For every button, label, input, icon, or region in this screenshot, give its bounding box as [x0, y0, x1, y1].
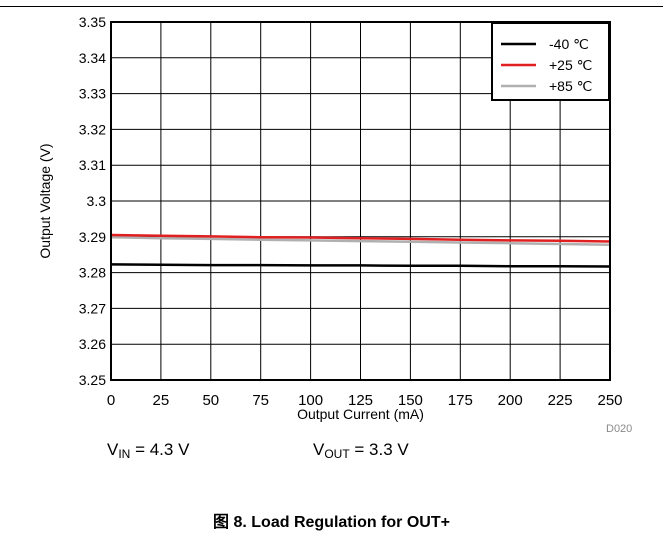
plot-frame — [110, 21, 611, 381]
y-tick-label: 3.35 — [79, 14, 106, 30]
x-tick-label: 75 — [252, 392, 269, 409]
x-axis-label: Output Current (mA) — [297, 406, 424, 422]
x-tick-label: 225 — [548, 392, 573, 409]
series-line-0 — [110, 263, 611, 268]
legend-entry-0: -40 ℃ — [549, 36, 589, 52]
x-tick-label: 100 — [298, 392, 323, 409]
x-tick-label: 125 — [348, 392, 373, 409]
vin-subscript: IN — [118, 447, 131, 461]
vin-value: = 4.3 V — [130, 440, 190, 459]
load-regulation-chart: 0 25 50 75 100 125 150 175 200 225 250 3.25 3.26 3.27… — [37, 14, 623, 422]
legend: -40 ℃ +25 ℃ +85 ℃ — [491, 22, 610, 101]
y-tick-label: 3.32 — [79, 121, 106, 137]
y-tick-label: 3.33 — [79, 86, 106, 102]
y-tick-label: 3.28 — [79, 265, 106, 281]
legend-entry-1: +25 ℃ — [549, 57, 592, 73]
x-tick-label: 50 — [202, 392, 219, 409]
vin-condition: VIN = 4.3 V — [107, 440, 189, 461]
series-line-1 — [110, 233, 611, 243]
vout-symbol: V — [313, 440, 325, 459]
y-tick-label: 3.3 — [87, 193, 107, 209]
y-axis-label: Output Voltage (V) — [37, 143, 53, 258]
x-tick-label: 0 — [107, 392, 115, 409]
vout-subscript: OUT — [324, 447, 350, 461]
x-tick-label: 175 — [448, 392, 473, 409]
y-tick-label: 3.31 — [79, 157, 106, 173]
x-tick-label: 200 — [498, 392, 523, 409]
x-tick-label: 25 — [153, 392, 170, 409]
y-tick-label: 3.34 — [79, 50, 106, 66]
series-layer — [110, 233, 611, 268]
vin-symbol: V — [107, 440, 119, 459]
y-tick-label: 3.27 — [79, 300, 106, 316]
y-tick-label: 3.26 — [79, 336, 106, 352]
series-line-2 — [110, 235, 611, 246]
vout-value: = 3.3 V — [349, 440, 409, 459]
tick-labels: 0 25 50 75 100 125 150 175 200 225 250 3.25 3.26 3.27… — [79, 14, 623, 409]
x-tick-label: 250 — [597, 392, 622, 409]
y-tick-label: 3.29 — [79, 229, 106, 245]
figure-code: D020 — [606, 423, 633, 435]
figure-caption: 图 8. Load Regulation for OUT+ — [213, 514, 450, 531]
x-tick-label: 150 — [398, 392, 423, 409]
y-tick-label: 3.25 — [79, 372, 106, 388]
legend-entry-2: +85 ℃ — [549, 78, 592, 94]
header-rule — [0, 6, 663, 7]
vout-condition: VOUT = 3.3 V — [313, 440, 409, 461]
